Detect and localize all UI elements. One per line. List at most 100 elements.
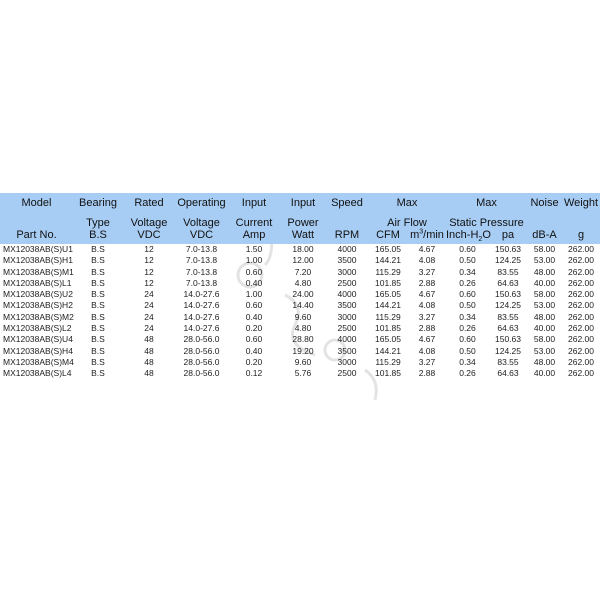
cell-weight-g: 262.00 <box>568 345 594 356</box>
cell-rated-voltage: 24 <box>144 300 154 311</box>
cell-noise-dba: 40.00 <box>533 323 556 334</box>
cell-input-current: 1.00 <box>245 255 263 266</box>
cell-rated-voltage: 12 <box>144 277 154 288</box>
header-power: Power <box>280 211 326 229</box>
header-unit-rpm: RPM <box>326 229 368 244</box>
header-unit-dba: dB-A <box>527 229 562 244</box>
cell-input-power: 19.20 <box>292 345 314 356</box>
unit-o: O <box>482 229 491 241</box>
fan-spec-table: Model Bearing Rated Operating Input Inpu… <box>0 193 600 380</box>
cell-operating-voltage: 7.0-13.8 <box>185 255 218 266</box>
cell-input-current: 0.40 <box>245 311 263 322</box>
cell-weight-g: 262.00 <box>568 323 594 334</box>
cell-bearing-type: B.S <box>91 277 105 288</box>
header-unit-vdc: VDC <box>123 229 175 244</box>
cell-bearing-type: B.S <box>91 266 105 277</box>
header-noise: Noise <box>527 193 562 211</box>
table-row: MX12038AB(S)U1 B.S 12 7.0-13.8 1.50 18.00 4000… <box>0 244 600 255</box>
cell-noise-dba: 58.00 <box>533 289 556 300</box>
unit-m: m <box>410 229 420 241</box>
header-input-current: Input <box>228 193 280 211</box>
cell-speed-rpm: 2500 <box>337 277 357 288</box>
cell-speed-rpm: 3000 <box>337 266 357 277</box>
cell-operating-voltage: 7.0-13.8 <box>185 266 218 277</box>
header-bearing: Bearing <box>73 193 123 211</box>
cell-speed-rpm: 2500 <box>337 368 357 379</box>
cell-speed-rpm: 3500 <box>337 255 357 266</box>
cell-pressure-inch-h2o: 0.26 <box>459 368 476 379</box>
cell-bearing-type: B.S <box>91 345 105 356</box>
cell-airflow-cfm: 115.29 <box>375 311 401 322</box>
header-rated: Rated <box>123 193 175 211</box>
cell-input-power: 18.00 <box>292 244 314 254</box>
header-current: Current <box>228 211 280 229</box>
cell-noise-dba: 40.00 <box>533 277 556 288</box>
cell-airflow-m3min: 4.67 <box>418 244 436 254</box>
header-operating: Operating <box>175 193 228 211</box>
cell-speed-rpm: 4000 <box>337 289 357 300</box>
cell-noise-dba: 53.00 <box>533 300 556 311</box>
cell-pressure-pa: 64.63 <box>497 323 519 334</box>
cell-pressure-inch-h2o: 0.50 <box>459 255 476 266</box>
cell-input-power: 24.00 <box>292 289 314 300</box>
cell-input-current: 0.40 <box>245 345 263 356</box>
cell-pressure-inch-h2o: 0.50 <box>459 300 476 311</box>
cell-pressure-pa: 150.63 <box>495 244 521 254</box>
cell-pressure-inch-h2o: 0.34 <box>459 311 476 322</box>
header-blank <box>326 211 368 229</box>
cell-operating-voltage: 28.0-56.0 <box>183 368 220 379</box>
table-header: Model Bearing Rated Operating Input Inpu… <box>0 193 600 244</box>
table-row: MX12038AB(S)L2 B.S 24 14.0-27.6 0.20 4.80 2500… <box>0 323 600 334</box>
cell-airflow-m3min: 4.08 <box>418 345 436 356</box>
cell-pressure-pa: 150.63 <box>495 289 521 300</box>
cell-input-current: 1.50 <box>245 244 263 254</box>
cell-speed-rpm: 3000 <box>337 356 357 367</box>
cell-input-current: 0.60 <box>245 300 263 311</box>
cell-noise-dba: 53.00 <box>533 345 556 356</box>
cell-noise-dba: 48.00 <box>533 356 556 367</box>
cell-airflow-m3min: 4.08 <box>418 255 436 266</box>
cell-airflow-cfm: 101.85 <box>375 323 401 334</box>
cell-rated-voltage: 48 <box>144 334 154 345</box>
cell-input-current: 1.00 <box>245 289 263 300</box>
cell-weight-g: 262.00 <box>568 311 594 322</box>
cell-pressure-inch-h2o: 0.26 <box>459 277 476 288</box>
cell-rated-voltage: 12 <box>144 255 154 266</box>
cell-pressure-pa: 124.25 <box>495 345 521 356</box>
cell-input-power: 12.00 <box>292 255 314 266</box>
cell-pressure-inch-h2o: 0.34 <box>459 266 476 277</box>
cell-airflow-cfm: 101.85 <box>375 277 401 288</box>
cell-input-power: 5.76 <box>294 368 312 379</box>
cell-bearing-type: B.S <box>91 334 105 345</box>
header-unit-cfm: CFM <box>368 229 408 244</box>
cell-operating-voltage: 14.0-27.6 <box>183 289 220 300</box>
cell-bearing-type: B.S <box>91 244 105 254</box>
header-unit-amp: Amp <box>228 229 280 244</box>
cell-bearing-type: B.S <box>91 300 105 311</box>
table-row: MX12038AB(S)M1 B.S 12 7.0-13.8 0.60 7.20 3000 1… <box>0 267 600 278</box>
table-body: MX12038AB(S)U1 B.S 12 7.0-13.8 1.50 18.00 4000… <box>0 244 600 380</box>
cell-input-power: 4.80 <box>294 277 312 288</box>
cell-bearing-type: B.S <box>91 311 105 322</box>
cell-pressure-pa: 83.55 <box>497 311 519 322</box>
cell-weight-g: 262.00 <box>568 277 594 288</box>
cell-noise-dba: 58.00 <box>533 334 556 345</box>
cell-input-power: 9.60 <box>294 356 312 367</box>
cell-weight-g: 262.00 <box>568 244 594 254</box>
header-model: Model <box>0 193 73 211</box>
cell-bearing-type: B.S <box>91 255 105 266</box>
cell-airflow-cfm: 144.21 <box>375 345 401 356</box>
table-row: MX12038AB(S)H2 B.S 24 14.0-27.6 0.60 14.40 350… <box>0 300 600 311</box>
cell-input-current: 0.20 <box>245 323 263 334</box>
cell-airflow-m3min: 4.67 <box>418 334 436 345</box>
cell-input-current: 0.60 <box>245 334 263 345</box>
cell-weight-g: 262.00 <box>568 356 594 367</box>
header-voltage: Voltage <box>175 211 228 229</box>
table-row: MX12038AB(S)L4 B.S 48 28.0-56.0 0.12 5.76 2500… <box>0 368 600 379</box>
table-row: MX12038AB(S)U2 B.S 24 14.0-27.6 1.00 24.00 400… <box>0 289 600 300</box>
cell-noise-dba: 40.00 <box>533 368 556 379</box>
cell-airflow-cfm: 115.29 <box>375 356 401 367</box>
unit-superscript: 3 <box>419 228 424 236</box>
cell-rated-voltage: 48 <box>144 368 154 379</box>
cell-bearing-type: B.S <box>91 356 105 367</box>
